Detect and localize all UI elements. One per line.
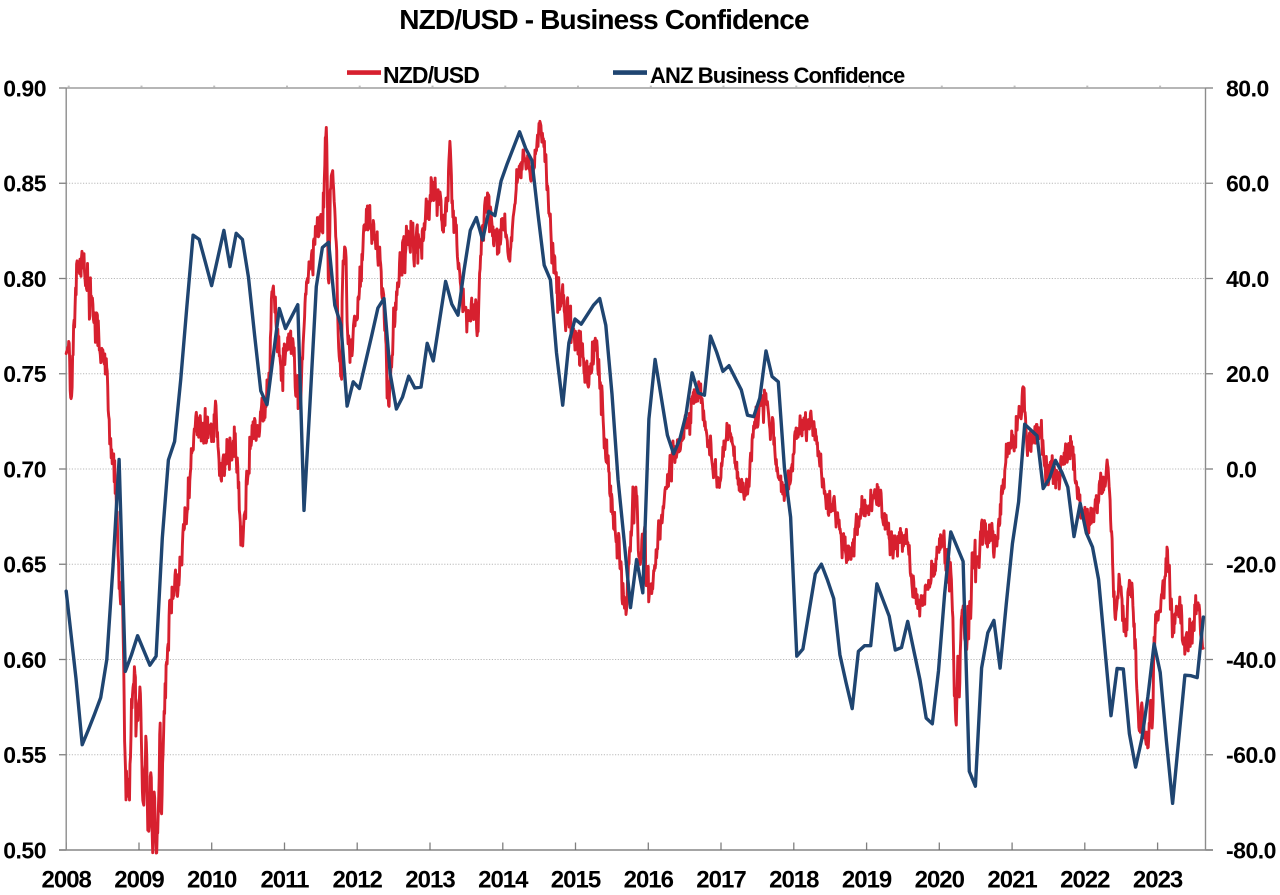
svg-text:2014: 2014 [478, 867, 529, 894]
svg-text:20.0: 20.0 [1226, 361, 1269, 387]
svg-text:-80.0: -80.0 [1226, 837, 1276, 863]
svg-text:0.85: 0.85 [3, 171, 46, 197]
svg-text:2015: 2015 [551, 867, 601, 894]
svg-text:40.0: 40.0 [1226, 266, 1269, 292]
svg-text:NZD/USD - Business Confidence: NZD/USD - Business Confidence [399, 4, 809, 35]
svg-text:0.80: 0.80 [3, 266, 46, 292]
svg-text:2022: 2022 [1060, 867, 1110, 894]
svg-text:60.0: 60.0 [1226, 171, 1269, 197]
svg-text:80.0: 80.0 [1226, 75, 1269, 101]
svg-text:2008: 2008 [42, 867, 92, 894]
svg-text:2016: 2016 [624, 867, 674, 894]
svg-text:-20.0: -20.0 [1226, 552, 1276, 578]
svg-text:0.50: 0.50 [3, 837, 46, 863]
svg-text:0.0: 0.0 [1226, 456, 1256, 482]
svg-text:NZD/USD: NZD/USD [383, 62, 479, 88]
svg-text:0.75: 0.75 [3, 361, 46, 387]
svg-text:0.70: 0.70 [3, 456, 46, 482]
svg-text:2018: 2018 [769, 867, 819, 894]
svg-text:2009: 2009 [114, 867, 164, 894]
svg-text:0.60: 0.60 [3, 647, 46, 673]
svg-text:2019: 2019 [842, 867, 892, 894]
svg-text:2011: 2011 [260, 867, 309, 894]
svg-text:-60.0: -60.0 [1226, 742, 1276, 768]
svg-text:2012: 2012 [333, 867, 383, 894]
svg-text:2017: 2017 [696, 867, 746, 894]
svg-text:0.65: 0.65 [3, 552, 46, 578]
svg-text:2013: 2013 [405, 867, 455, 894]
svg-text:-40.0: -40.0 [1226, 647, 1276, 673]
svg-text:2021: 2021 [987, 867, 1037, 894]
svg-text:0.90: 0.90 [3, 75, 46, 101]
svg-text:2023: 2023 [1133, 867, 1183, 894]
svg-text:0.55: 0.55 [3, 742, 46, 768]
svg-text:2010: 2010 [187, 867, 237, 894]
svg-text:2020: 2020 [915, 867, 965, 894]
svg-text:ANZ Business Confidence: ANZ Business Confidence [650, 63, 905, 88]
